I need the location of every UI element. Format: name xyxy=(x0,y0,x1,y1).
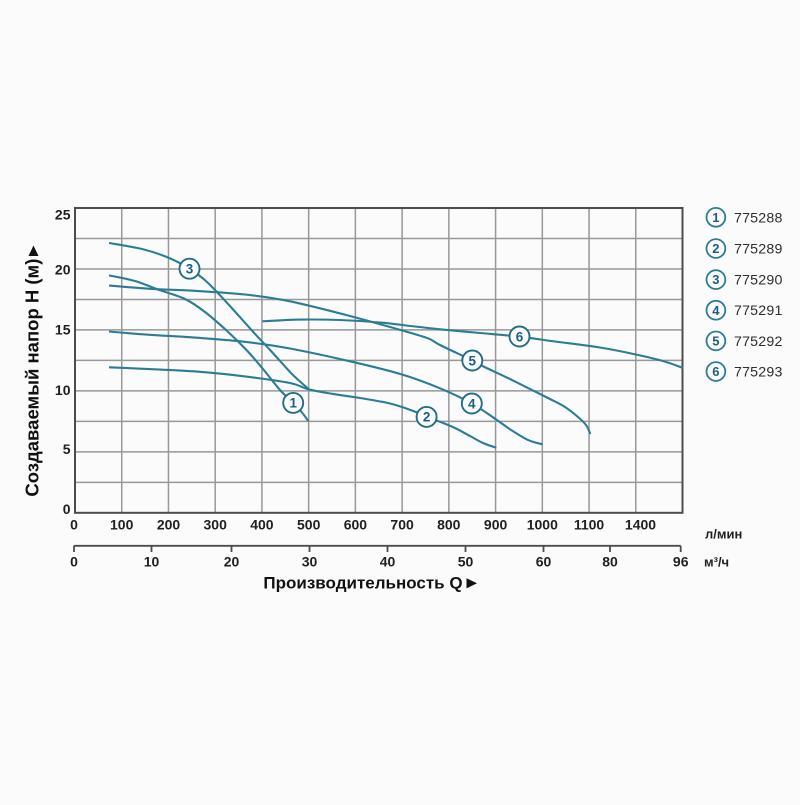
svg-text:775290: 775290 xyxy=(734,273,783,289)
svg-text:6: 6 xyxy=(712,364,719,379)
svg-text:1: 1 xyxy=(712,210,719,225)
svg-text:1400: 1400 xyxy=(625,517,656,533)
svg-text:200: 200 xyxy=(157,517,181,533)
svg-text:1000: 1000 xyxy=(527,517,558,533)
svg-text:5: 5 xyxy=(469,353,477,368)
svg-text:80: 80 xyxy=(602,553,618,569)
svg-text:2: 2 xyxy=(712,241,719,256)
svg-text:м³/ч: м³/ч xyxy=(704,554,729,569)
svg-text:15: 15 xyxy=(55,322,71,338)
svg-text:0: 0 xyxy=(70,553,78,569)
svg-text:775289: 775289 xyxy=(734,242,783,258)
svg-text:25: 25 xyxy=(55,206,71,222)
svg-text:60: 60 xyxy=(536,553,552,569)
svg-text:10: 10 xyxy=(144,553,160,569)
svg-text:300: 300 xyxy=(204,517,228,533)
svg-text:800: 800 xyxy=(437,517,461,533)
svg-text:6: 6 xyxy=(516,329,524,344)
svg-text:1100: 1100 xyxy=(574,517,605,533)
svg-text:50: 50 xyxy=(458,553,474,569)
svg-text:3: 3 xyxy=(186,262,194,277)
svg-text:40: 40 xyxy=(380,553,396,569)
svg-text:100: 100 xyxy=(110,517,134,533)
svg-text:л/мин: л/мин xyxy=(705,527,742,542)
svg-text:775288: 775288 xyxy=(734,210,783,226)
svg-text:775291: 775291 xyxy=(734,303,783,319)
svg-text:900: 900 xyxy=(484,517,508,533)
svg-text:500: 500 xyxy=(297,517,321,533)
svg-text:3: 3 xyxy=(712,272,719,287)
svg-text:1: 1 xyxy=(289,396,297,411)
svg-text:400: 400 xyxy=(250,517,274,533)
svg-text:775292: 775292 xyxy=(734,334,783,350)
svg-text:600: 600 xyxy=(344,517,368,533)
svg-text:2: 2 xyxy=(423,410,431,425)
svg-text:10: 10 xyxy=(55,382,71,398)
svg-text:Создаваемый напор Н (м): Создаваемый напор Н (м) xyxy=(22,259,43,497)
svg-text:20: 20 xyxy=(224,553,240,569)
svg-text:30: 30 xyxy=(302,553,318,569)
svg-text:5: 5 xyxy=(63,441,71,457)
svg-text:4: 4 xyxy=(712,303,720,318)
svg-text:5: 5 xyxy=(712,334,719,349)
svg-text:0: 0 xyxy=(70,517,78,533)
svg-text:Производительность Q: Производительность Q xyxy=(263,574,462,593)
svg-text:20: 20 xyxy=(55,262,71,278)
svg-text:4: 4 xyxy=(468,396,476,411)
svg-text:96: 96 xyxy=(673,553,689,569)
svg-text:700: 700 xyxy=(390,517,414,533)
svg-text:775293: 775293 xyxy=(734,365,783,381)
svg-text:0: 0 xyxy=(63,501,71,517)
